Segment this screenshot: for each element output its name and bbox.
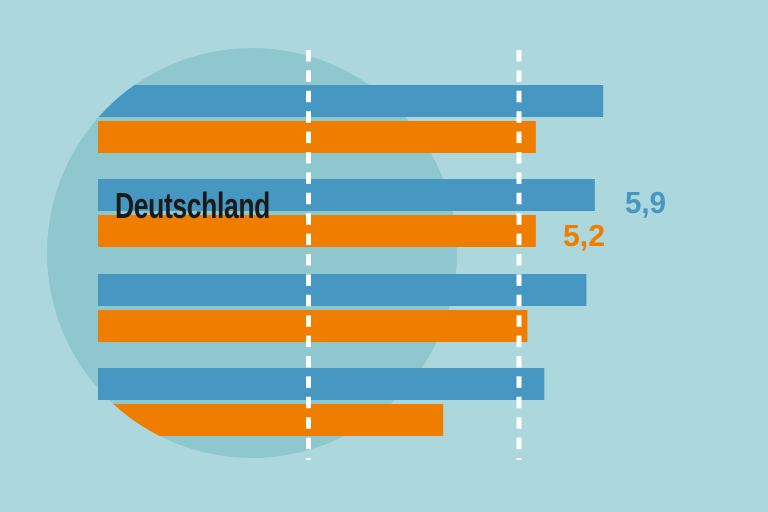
bar-blue-series-0	[98, 85, 604, 117]
bar-orange-series-0	[98, 121, 536, 153]
value-label-blue: 5,9	[625, 185, 666, 220]
value-label-orange: 5,2	[563, 218, 605, 253]
bar-blue-series-3	[98, 368, 545, 400]
bar-orange-series-3	[113, 404, 444, 436]
gridline-group	[306, 50, 522, 460]
bar-blue-series-2	[98, 274, 587, 306]
category-label-deutschland: Deutschland	[115, 185, 270, 226]
bar-orange-series-2	[98, 310, 528, 342]
bar-orange-series-1	[98, 215, 536, 247]
bar-group	[98, 85, 604, 436]
bar-blue-series-1	[98, 179, 595, 211]
